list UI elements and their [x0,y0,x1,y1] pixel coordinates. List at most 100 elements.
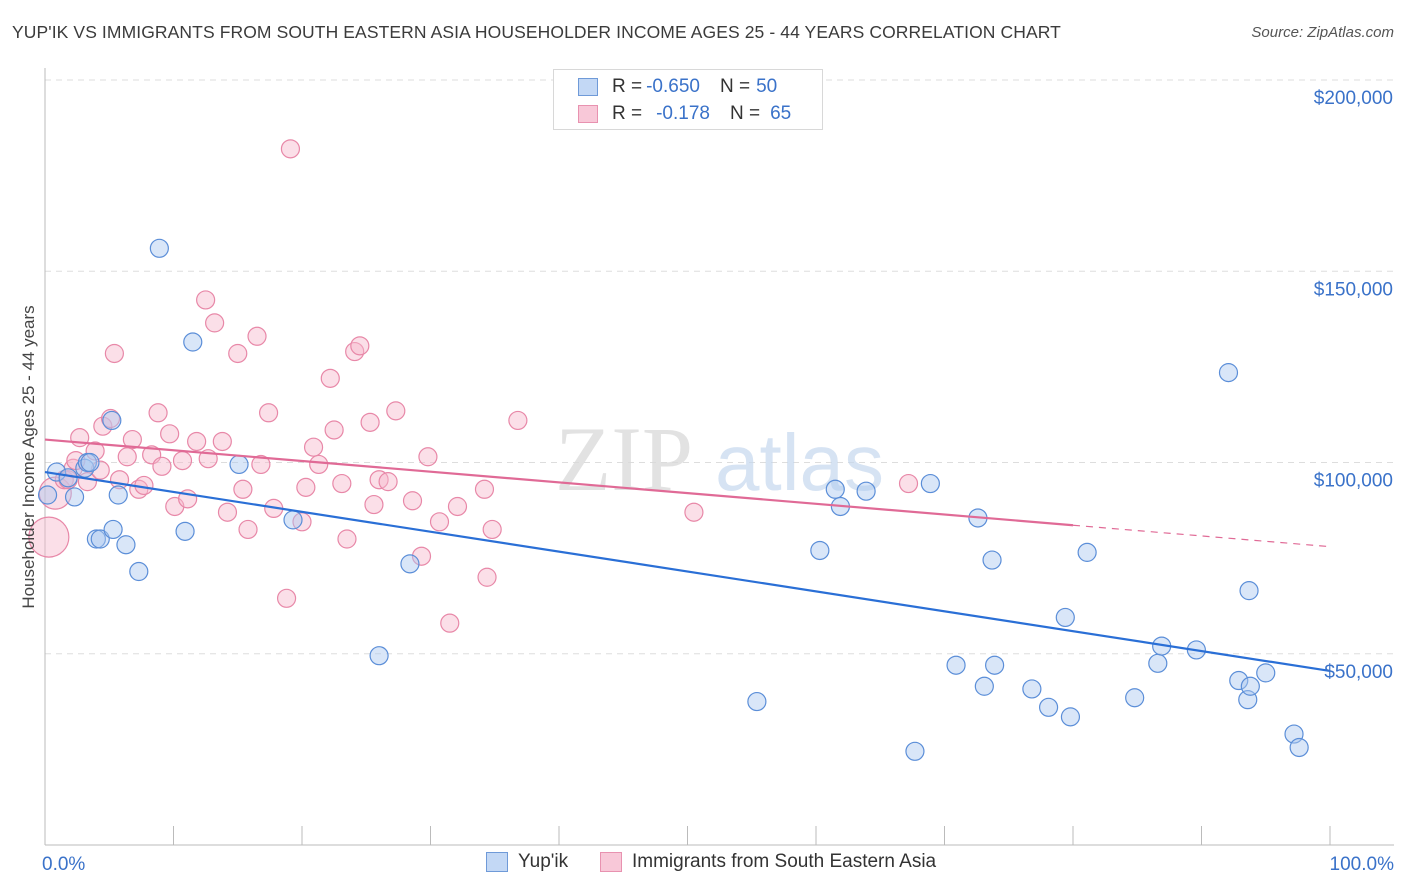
legend-n-label: N = [719,76,751,97]
point-immigrants [482,519,502,540]
point-immigrants [309,454,329,475]
legend-swatch-pink [600,852,622,872]
point-immigrants [350,336,370,356]
point-immigrants [508,410,528,431]
point-yupik [102,410,122,431]
point-immigrants [160,424,180,444]
series-legend: Yup'ik Immigrants from South Eastern Asi… [0,851,1406,879]
grid-layer [45,79,1394,655]
point-yupik [1022,679,1042,699]
point-yupik [1125,688,1145,708]
legend-r-label: R = [612,76,643,97]
point-yupik [1256,663,1276,683]
legend-swatch-pink [578,105,598,123]
axes [44,68,1394,846]
trend-line-immigrants [44,438,1074,527]
point-yupik [1077,542,1097,562]
point-immigrants [280,139,301,159]
point-immigrants [320,368,340,388]
point-immigrants [477,567,497,587]
point-immigrants [172,450,193,471]
point-yupik [175,521,195,541]
point-yupik [283,510,303,530]
point-yupik [103,519,123,540]
point-yupik [1289,737,1309,758]
point-yupik [825,479,845,499]
point-immigrants [247,326,267,346]
source-link[interactable]: ZipAtlas.com [1307,24,1394,41]
legend-item-yupik[interactable]: Yup'ik [486,851,568,873]
point-yupik [116,535,136,555]
point-yupik [810,540,830,561]
point-yupik [920,473,940,494]
legend-row-immigrants: R = -0.178 N = 65 [578,102,791,126]
point-immigrants [117,447,137,467]
legend-r-value: -0.650 [646,76,700,97]
point-yupik [183,332,203,352]
watermark-zip: ZIP [555,408,693,510]
point-immigrants [187,431,207,452]
point-yupik [985,655,1005,675]
point-yupik [1055,607,1075,628]
point-yupik [229,454,249,475]
point-immigrants [360,412,380,432]
point-yupik [1148,653,1168,673]
point-immigrants [332,473,352,494]
point-yupik [64,487,85,507]
series-immigrants-points [28,139,919,633]
legend-label-yupik: Yup'ik [518,851,569,872]
point-immigrants [418,447,438,467]
point-yupik [856,481,876,501]
trend-line-immigrants-extension [1072,524,1331,548]
correlation-legend: R = -0.650 N = 50 R = -0.178 N = 65 [553,69,823,130]
point-yupik [108,485,128,505]
point-immigrants [258,403,279,423]
point-yupik [905,741,925,761]
point-immigrants [217,502,238,522]
point-immigrants [152,456,172,476]
legend-r-label: R = [612,103,643,124]
legend-label-immigrants: Immigrants from South Eastern Asia [632,851,937,872]
point-yupik [1218,363,1239,383]
point-yupik [58,468,78,488]
legend-item-immigrants[interactable]: Immigrants from South Eastern Asia [600,851,936,873]
point-yupik [1060,707,1081,727]
point-immigrants [238,519,258,540]
y-axis-label: Householder Income Ages 25 - 44 years [19,305,38,608]
legend-r-value: -0.178 [656,103,710,124]
point-immigrants [196,290,216,310]
point-immigrants [122,429,142,450]
point-yupik [369,646,389,666]
point-immigrants [148,403,168,423]
point-immigrants [386,401,406,421]
point-yupik [1229,670,1249,691]
point-yupik [80,452,100,473]
source-prefix: Source: [1251,24,1308,41]
point-immigrants [429,512,450,532]
watermark: ZIP atlas [555,408,884,510]
point-immigrants [411,546,432,566]
point-immigrants [378,472,398,492]
point-yupik [982,550,1002,570]
point-immigrants [212,431,232,452]
point-immigrants [251,454,271,475]
x-tick-label-max: 100.0% [1330,854,1395,875]
point-immigrants [296,477,316,497]
point-immigrants [276,588,297,608]
y-tick-label: $200,000 [1314,88,1393,109]
point-immigrants [104,343,124,364]
y-tick-label: $50,000 [1324,662,1393,683]
point-immigrants [337,529,357,549]
point-immigrants [440,613,460,633]
chart-title: YUP'IK VS IMMIGRANTS FROM SOUTH EASTERN … [12,22,1061,42]
legend-swatch-blue [486,852,508,872]
y-tick-label: $100,000 [1314,471,1393,492]
point-immigrants [324,420,344,440]
point-yupik [400,554,420,574]
legend-row-yupik: R = -0.650 N = 50 [578,75,777,99]
point-immigrants [205,313,225,333]
y-tick-label: $150,000 [1314,279,1393,300]
legend-swatch-blue [578,78,598,96]
point-yupik [37,485,58,505]
